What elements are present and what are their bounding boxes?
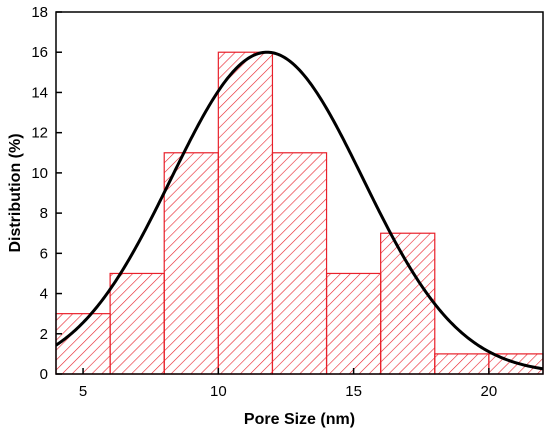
y-tick-label: 18 bbox=[31, 4, 48, 21]
x-axis-title: Pore Size (nm) bbox=[244, 411, 355, 428]
y-tick-label: 10 bbox=[31, 165, 48, 182]
histogram-bar-3 bbox=[217, 51, 274, 375]
histogram-bar-5 bbox=[325, 272, 382, 375]
histogram-bar-6 bbox=[380, 232, 436, 375]
histogram-bar-2 bbox=[163, 152, 219, 375]
y-tick-label: 14 bbox=[31, 84, 48, 101]
y-tick-label: 16 bbox=[31, 44, 48, 61]
histogram-bar-7 bbox=[434, 353, 490, 375]
histogram-bar-1 bbox=[109, 272, 165, 375]
y-tick-label: 0 bbox=[40, 366, 48, 383]
y-tick-label: 2 bbox=[40, 326, 48, 343]
x-tick-label: 5 bbox=[79, 383, 87, 400]
histogram-bars bbox=[55, 51, 544, 375]
gaussian-fit-curve bbox=[56, 50, 543, 371]
x-tick-label: 10 bbox=[210, 383, 227, 400]
y-tick-label: 6 bbox=[40, 245, 48, 262]
y-tick-label: 12 bbox=[31, 125, 48, 142]
x-tick-label: 15 bbox=[345, 383, 362, 400]
y-axis-title: Distribution (%) bbox=[7, 133, 24, 252]
y-tick-label: 4 bbox=[40, 286, 48, 303]
axis-ticks: 5 10 15 20 0 2 4 6 8 10 12 14 16 18 bbox=[31, 4, 497, 400]
y-tick-label: 8 bbox=[40, 205, 48, 222]
x-tick-label: 20 bbox=[481, 383, 498, 400]
plot-frame bbox=[55, 11, 544, 375]
histogram-bar-4 bbox=[271, 152, 328, 375]
fit-curve-layer bbox=[56, 50, 543, 371]
